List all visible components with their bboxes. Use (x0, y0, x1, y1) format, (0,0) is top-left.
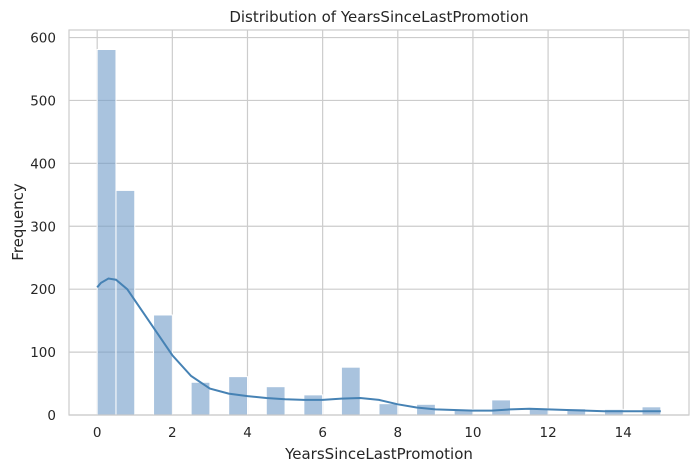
grid-layer (69, 30, 689, 416)
histogram-bar (96, 49, 117, 416)
x-tick-label: 12 (539, 425, 556, 441)
x-tick-label: 2 (168, 425, 177, 441)
histogram-bar (265, 386, 286, 416)
histogram-bar (303, 394, 324, 416)
histogram-bar (378, 403, 399, 416)
x-tick-label: 0 (93, 425, 102, 441)
y-tick-label: 0 (47, 408, 56, 424)
y-tick-label: 100 (30, 345, 56, 361)
x-tick-label: 14 (615, 425, 632, 441)
x-tick-labels: 0 2 4 6 8 10 12 14 (93, 425, 632, 441)
plot-frame (68, 29, 690, 416)
x-tick-label: 8 (393, 425, 402, 441)
histogram-bar (340, 366, 361, 416)
y-tick-label: 300 (30, 219, 56, 235)
x-tick-label: 4 (243, 425, 252, 441)
kde-line (96, 277, 661, 413)
y-axis-label: Frequency (9, 183, 27, 261)
x-tick-label: 10 (464, 425, 481, 441)
y-tick-label: 500 (30, 93, 56, 109)
y-tick-label: 200 (30, 282, 56, 298)
x-axis-label: YearsSinceLastPromotion (284, 445, 473, 463)
chart-title: Distribution of YearsSinceLastPromotion (229, 8, 528, 26)
histogram-bar (115, 189, 136, 416)
bars-layer (96, 49, 662, 416)
y-tick-labels: 0 100 200 300 400 500 600 (30, 31, 56, 424)
y-tick-label: 600 (30, 31, 56, 47)
histogram-bar (153, 314, 173, 416)
histogram-bar (491, 399, 512, 416)
y-tick-label: 400 (30, 156, 56, 172)
x-tick-label: 6 (318, 425, 327, 441)
